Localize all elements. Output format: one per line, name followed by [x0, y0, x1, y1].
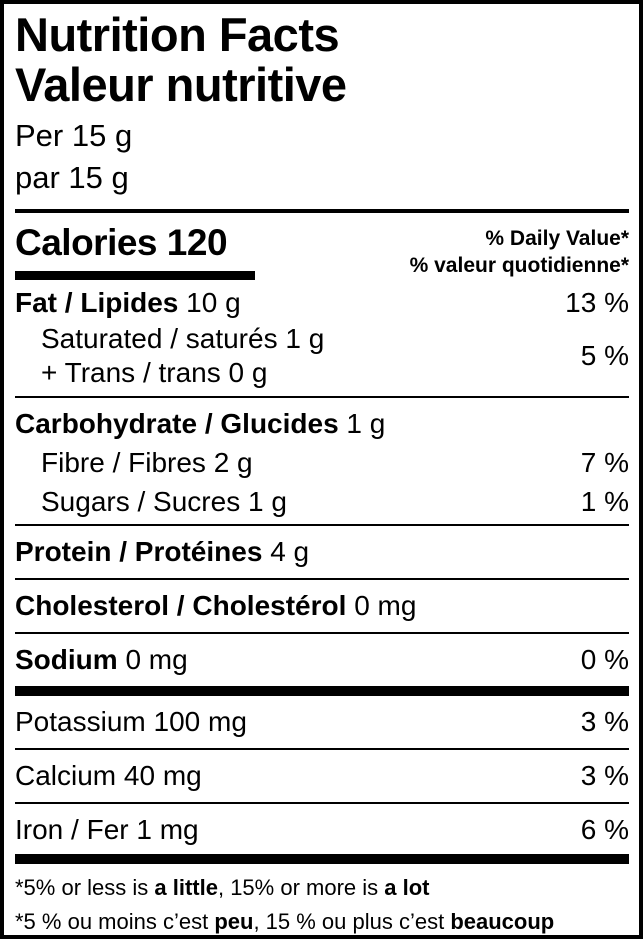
iron-row: Iron / Fer 1 mg 6 %: [15, 804, 629, 854]
calories-underline-bar: [15, 271, 255, 280]
potassium-daily-value: 3 %: [580, 706, 629, 737]
cholesterol-row: Cholesterol / Cholestérol 0 mg: [15, 580, 629, 632]
calcium-label: Calcium 40 mg: [15, 760, 202, 791]
calories-block: Calories 120: [15, 222, 255, 280]
separator-rule: [15, 748, 629, 750]
potassium-label: Potassium 100 mg: [15, 706, 247, 737]
calories-label: Calories: [15, 222, 158, 263]
serving-size-en: Per 15 g: [15, 118, 133, 153]
header-rule: [15, 209, 629, 213]
separator-rule: [15, 632, 629, 634]
sugars-row: Sugars / Sucres 1 g 1 %: [15, 485, 629, 524]
daily-value-header: % Daily Value* % valeur quotidienne*: [410, 222, 629, 279]
separator-rule: [15, 802, 629, 804]
fibre-label: Fibre / Fibres 2 g: [41, 447, 253, 478]
cholesterol-label: Cholesterol / Cholestérol 0 mg: [15, 590, 417, 621]
protein-label: Protein / Protéines 4 g: [15, 536, 310, 567]
daily-value-header-en: % Daily Value*: [485, 227, 629, 250]
serving-size-block: Per 15 g par 15 g: [15, 115, 629, 199]
saturated-trans-lines: Saturated / saturés 1 g + Trans / trans …: [15, 322, 324, 390]
title-fr: Valeur nutritive: [15, 58, 347, 111]
sodium-label: Sodium 0 mg: [15, 644, 188, 675]
separator-rule: [15, 578, 629, 580]
calories-line: Calories 120: [15, 222, 255, 264]
title-en: Nutrition Facts: [15, 8, 340, 61]
serving-size-fr: par 15 g: [15, 160, 129, 195]
thick-divider-bar: [15, 854, 629, 864]
saturated-line: Saturated / saturés 1 g: [41, 323, 325, 354]
thick-divider-bar: [15, 686, 629, 696]
separator-rule: [15, 524, 629, 526]
sugars-label: Sugars / Sucres 1 g: [41, 486, 287, 517]
fat-daily-value: 13 %: [565, 287, 629, 318]
sodium-daily-value: 0 %: [580, 644, 629, 675]
carbohydrate-label: Carbohydrate / Glucides 1 g: [15, 408, 386, 439]
potassium-row: Potassium 100 mg 3 %: [15, 696, 629, 748]
calcium-daily-value: 3 %: [580, 760, 629, 791]
footnote: *5% or less is a little, 15% or more is …: [15, 864, 629, 935]
calories-value: 120: [166, 222, 228, 263]
sodium-row: Sodium 0 mg 0 %: [15, 634, 629, 686]
footnote-en: *5% or less is a little, 15% or more is …: [15, 875, 430, 900]
carbohydrate-row: Carbohydrate / Glucides 1 g: [15, 398, 629, 446]
separator-rule: [15, 396, 629, 398]
fat-row: Fat / Lipides 10 g 13 %: [15, 280, 629, 320]
iron-label: Iron / Fer 1 mg: [15, 814, 199, 845]
fibre-daily-value: 7 %: [580, 447, 629, 478]
footnote-fr: *5 % ou moins c’est peu, 15 % ou plus c’…: [15, 909, 555, 934]
protein-row: Protein / Protéines 4 g: [15, 526, 629, 578]
daily-value-header-fr: % valeur quotidienne*: [409, 254, 629, 277]
label-header: Nutrition Facts Valeur nutritive Per 15 …: [15, 10, 629, 199]
trans-line: + Trans / trans 0 g: [41, 357, 268, 388]
sugars-daily-value: 1 %: [580, 486, 629, 517]
saturated-trans-group: Saturated / saturés 1 g + Trans / trans …: [15, 320, 629, 396]
iron-daily-value: 6 %: [580, 814, 629, 845]
calories-section: Calories 120 % Daily Value* % valeur quo…: [15, 213, 629, 280]
fat-label: Fat / Lipides 10 g: [15, 287, 241, 318]
calcium-row: Calcium 40 mg 3 %: [15, 750, 629, 802]
saturated-trans-daily-value: 5 %: [580, 340, 629, 371]
fibre-row: Fibre / Fibres 2 g 7 %: [15, 446, 629, 485]
